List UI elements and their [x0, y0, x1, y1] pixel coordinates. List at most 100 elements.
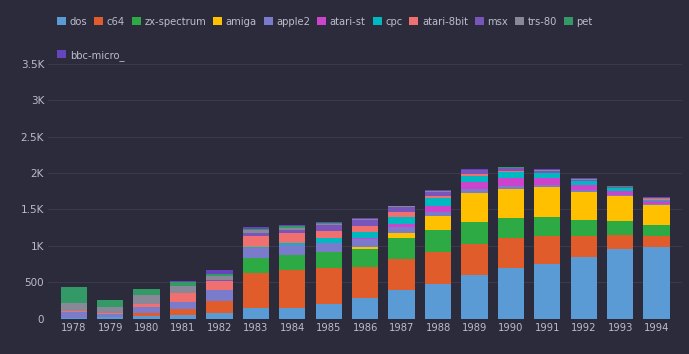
Bar: [389, 233, 415, 239]
Bar: [497, 167, 524, 168]
Bar: [352, 232, 378, 238]
Bar: [97, 314, 123, 317]
Bar: [425, 206, 451, 212]
Bar: [607, 191, 633, 195]
Bar: [134, 304, 160, 307]
Bar: [316, 238, 342, 242]
Bar: [570, 257, 597, 319]
Bar: [134, 295, 160, 304]
Bar: [462, 169, 488, 170]
Bar: [279, 245, 305, 255]
Bar: [389, 206, 415, 207]
Bar: [279, 233, 305, 243]
Bar: [134, 313, 160, 316]
Bar: [644, 198, 670, 199]
Bar: [497, 172, 524, 178]
Bar: [534, 217, 560, 236]
Bar: [206, 276, 233, 280]
Bar: [534, 185, 560, 187]
Bar: [497, 168, 524, 171]
Bar: [425, 216, 451, 230]
Bar: [316, 304, 342, 319]
Bar: [607, 235, 633, 250]
Bar: [279, 228, 305, 230]
Bar: [570, 192, 597, 219]
Bar: [352, 220, 378, 226]
Bar: [206, 270, 233, 274]
Bar: [279, 255, 305, 270]
Bar: [316, 224, 342, 225]
Bar: [462, 182, 488, 189]
Bar: [206, 313, 233, 319]
Bar: [243, 235, 269, 246]
Bar: [462, 189, 488, 193]
Bar: [352, 218, 378, 219]
Bar: [61, 311, 87, 312]
Bar: [497, 239, 524, 268]
Bar: [607, 221, 633, 235]
Bar: [352, 239, 378, 246]
Bar: [534, 170, 560, 171]
Bar: [570, 219, 597, 236]
Bar: [316, 223, 342, 224]
Bar: [352, 219, 378, 220]
Bar: [644, 225, 670, 236]
Bar: [170, 302, 196, 309]
Bar: [61, 312, 87, 318]
Bar: [644, 204, 670, 205]
Bar: [243, 273, 269, 308]
Bar: [644, 205, 670, 225]
Bar: [607, 187, 633, 188]
Bar: [644, 236, 670, 247]
Bar: [352, 226, 378, 232]
Bar: [279, 270, 305, 308]
Bar: [497, 187, 524, 189]
Bar: [279, 243, 305, 245]
Bar: [170, 281, 196, 282]
Bar: [534, 264, 560, 319]
Bar: [425, 252, 451, 284]
Bar: [316, 252, 342, 268]
Bar: [316, 231, 342, 238]
Bar: [607, 196, 633, 221]
Bar: [243, 248, 269, 258]
Bar: [389, 207, 415, 212]
Bar: [644, 199, 670, 200]
Bar: [61, 303, 87, 311]
Bar: [170, 286, 196, 293]
Bar: [316, 225, 342, 231]
Bar: [425, 190, 451, 191]
Bar: [243, 227, 269, 229]
Bar: [134, 316, 160, 319]
Bar: [570, 236, 597, 257]
Bar: [61, 287, 87, 303]
Bar: [425, 212, 451, 216]
Bar: [462, 174, 488, 176]
Bar: [389, 224, 415, 227]
Bar: [462, 222, 488, 244]
Bar: [570, 184, 597, 190]
Bar: [243, 308, 269, 319]
Bar: [97, 317, 123, 319]
Bar: [352, 249, 378, 267]
Bar: [607, 250, 633, 319]
Bar: [425, 192, 451, 196]
Bar: [644, 201, 670, 204]
Bar: [534, 178, 560, 185]
Bar: [97, 300, 123, 307]
Bar: [462, 170, 488, 174]
Bar: [243, 230, 269, 233]
Bar: [607, 188, 633, 191]
Bar: [389, 290, 415, 319]
Bar: [316, 268, 342, 304]
Bar: [425, 230, 451, 252]
Bar: [279, 227, 305, 228]
Bar: [206, 274, 233, 276]
Bar: [243, 246, 269, 248]
Bar: [389, 259, 415, 290]
Bar: [170, 315, 196, 319]
Bar: [389, 227, 415, 233]
Bar: [534, 173, 560, 178]
Bar: [425, 191, 451, 192]
Bar: [607, 195, 633, 196]
